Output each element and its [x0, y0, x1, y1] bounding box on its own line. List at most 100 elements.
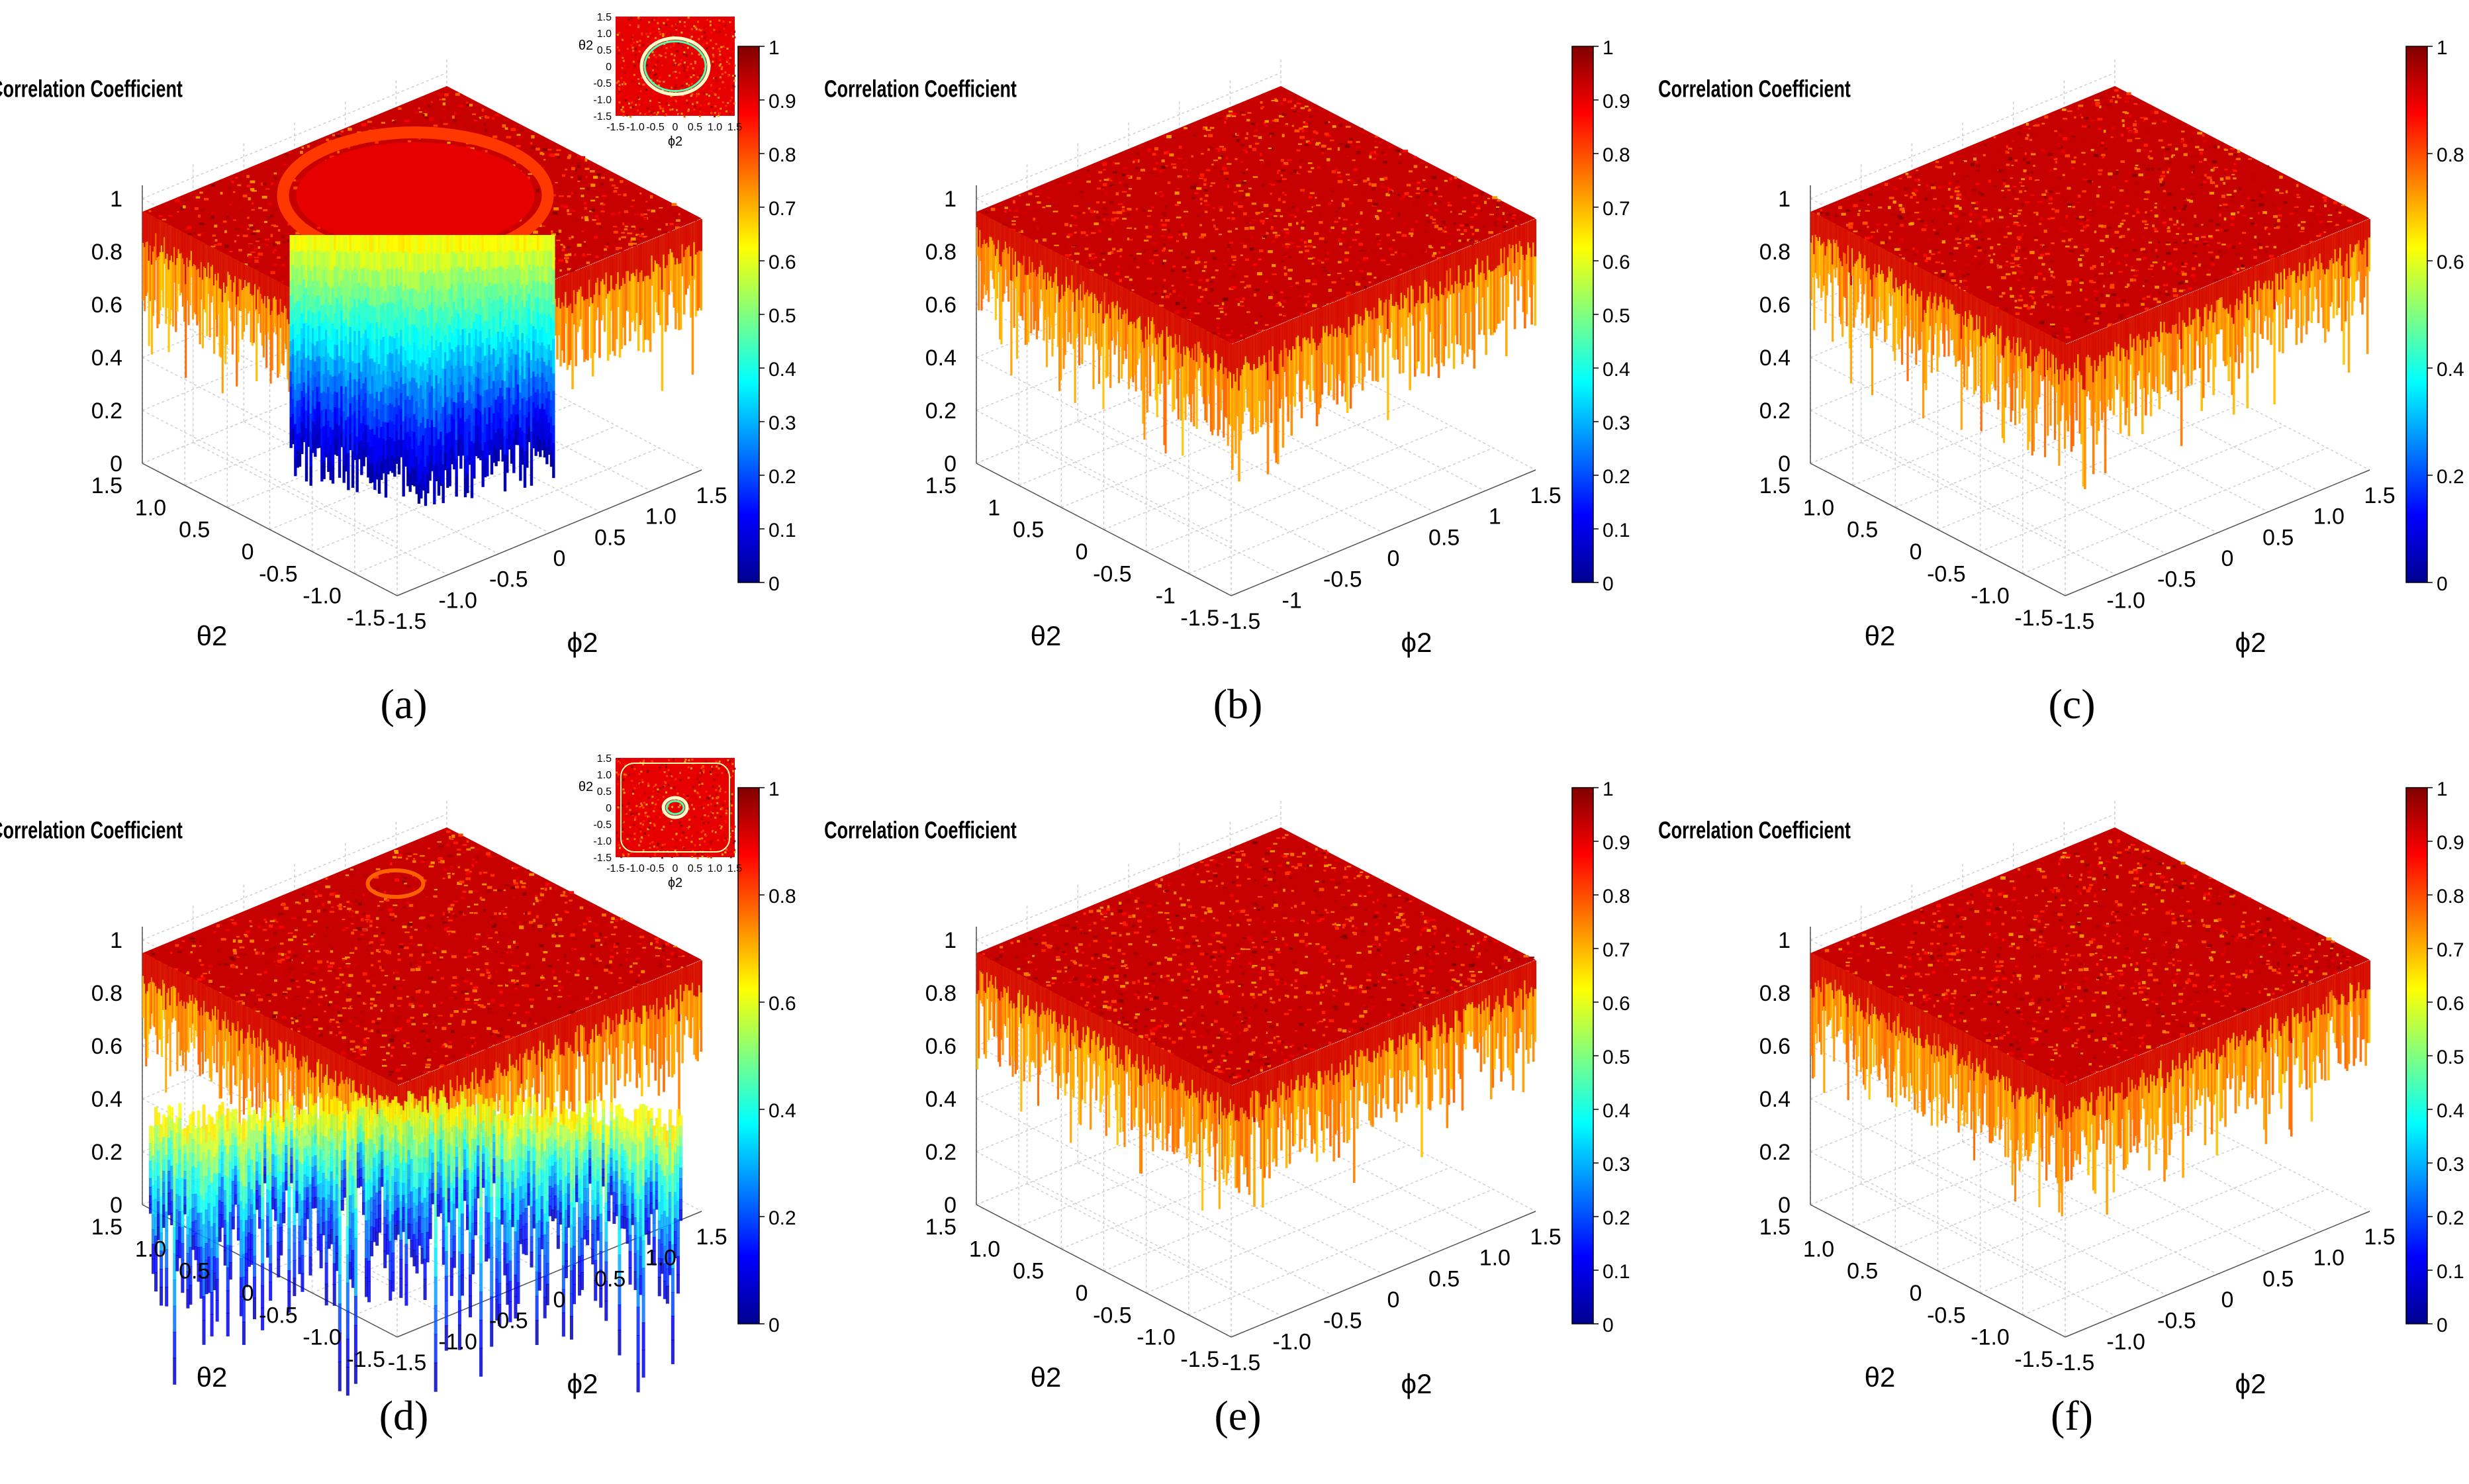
surface-speck — [600, 210, 604, 212]
inset-speck — [655, 37, 657, 39]
surface-speck — [1465, 224, 1469, 226]
inset-speck — [727, 60, 729, 62]
inset-speck — [640, 103, 642, 105]
surface-speck — [1489, 214, 1494, 215]
surface-speck — [265, 239, 269, 241]
surface-speck — [1203, 128, 1205, 130]
surface-speck — [1305, 250, 1309, 252]
surface-speck — [1389, 191, 1393, 193]
inset-speck — [651, 19, 653, 21]
surface-speck — [1409, 232, 1413, 235]
surface-speck — [263, 209, 267, 211]
surface-speck — [1436, 187, 1438, 191]
surface-speck — [1176, 216, 1182, 218]
surface-speck — [1179, 146, 1182, 149]
inset-speck — [713, 56, 715, 58]
surface-speck — [590, 183, 595, 187]
surface-speck — [1325, 241, 1328, 243]
surface-speck — [1153, 167, 1156, 170]
surface-speck — [1204, 265, 1207, 268]
inset-speck — [636, 41, 638, 43]
surface-speck — [492, 117, 494, 120]
surface-speck — [606, 245, 609, 248]
surface-speck — [676, 224, 678, 226]
surface-speck — [565, 254, 569, 256]
inset-speck — [729, 21, 731, 23]
surface-speck — [674, 216, 677, 219]
surface-speck — [220, 192, 223, 195]
surface-speck — [1277, 180, 1281, 182]
surface-speck — [1202, 121, 1204, 122]
surface-speck — [251, 233, 256, 235]
inset-speck — [697, 76, 699, 78]
inset-speck — [621, 35, 623, 37]
inset-speck — [632, 34, 634, 36]
subfigure-label: (a) — [380, 680, 427, 727]
surface-speck — [1219, 146, 1224, 148]
inset-speck — [633, 110, 635, 112]
surface-speck — [1009, 209, 1011, 211]
surface-speck — [196, 197, 201, 199]
inset-speck — [698, 54, 700, 56]
inset-speck — [647, 32, 649, 34]
surface-speck — [381, 122, 385, 124]
inset-speck — [723, 21, 725, 23]
inset-speck — [713, 17, 715, 19]
surface-speck — [1331, 200, 1333, 202]
surface-speck — [614, 187, 618, 189]
surface-speck — [444, 93, 449, 96]
surface-speck — [1313, 279, 1317, 281]
surface-speck — [536, 148, 539, 150]
inset-speck — [681, 113, 683, 115]
surface-speck — [1265, 281, 1268, 283]
well-strip — [347, 471, 349, 490]
surface-speck — [1244, 287, 1246, 289]
inset-speck — [682, 27, 684, 29]
surface-speck — [1287, 98, 1293, 100]
surface-speck — [1223, 263, 1227, 265]
well-strip — [552, 339, 555, 357]
surface-speck — [1355, 281, 1358, 283]
surface-speck — [1067, 244, 1072, 246]
well-strip — [471, 479, 473, 498]
surface-speck — [1276, 99, 1278, 102]
surface-speck — [1266, 218, 1269, 219]
surface-speck — [1354, 168, 1358, 171]
surface-speck — [287, 240, 289, 242]
surface-speck — [1053, 210, 1058, 212]
surface-speck — [1475, 229, 1479, 232]
surface-speck — [1283, 300, 1286, 302]
surface-speck — [1327, 272, 1330, 273]
surface-speck — [332, 134, 335, 136]
inset-speck — [663, 81, 665, 83]
inset-speck — [720, 38, 722, 40]
surface-speck — [1497, 218, 1501, 220]
inset-speck — [659, 81, 661, 83]
surface-speck — [1148, 149, 1151, 152]
surface-speck — [1503, 225, 1506, 228]
surface-speck — [265, 188, 270, 189]
surface-speck — [1338, 148, 1340, 151]
inset-speck — [620, 40, 622, 42]
surface-speck — [1206, 129, 1211, 131]
inset-speck — [629, 24, 631, 26]
surface-speck — [561, 205, 565, 207]
surface-speck — [238, 197, 242, 200]
surface-speck — [237, 235, 240, 236]
surface-speck — [1227, 163, 1231, 165]
inset-speck — [715, 87, 717, 89]
inset-speck — [653, 75, 655, 77]
surface-speck — [1168, 181, 1171, 184]
surface-speck — [1312, 304, 1317, 307]
inset-speck — [653, 112, 655, 114]
surface-speck — [485, 150, 488, 152]
inset-speck — [712, 47, 714, 49]
surface-speck — [542, 148, 547, 151]
surface-speck — [273, 243, 277, 246]
surface-speck — [1103, 214, 1108, 215]
surface-speck — [1092, 259, 1094, 262]
surface-speck — [1227, 185, 1229, 188]
surface-speck — [1325, 121, 1328, 124]
inset-speck — [690, 79, 692, 81]
inset-speck — [675, 62, 676, 64]
